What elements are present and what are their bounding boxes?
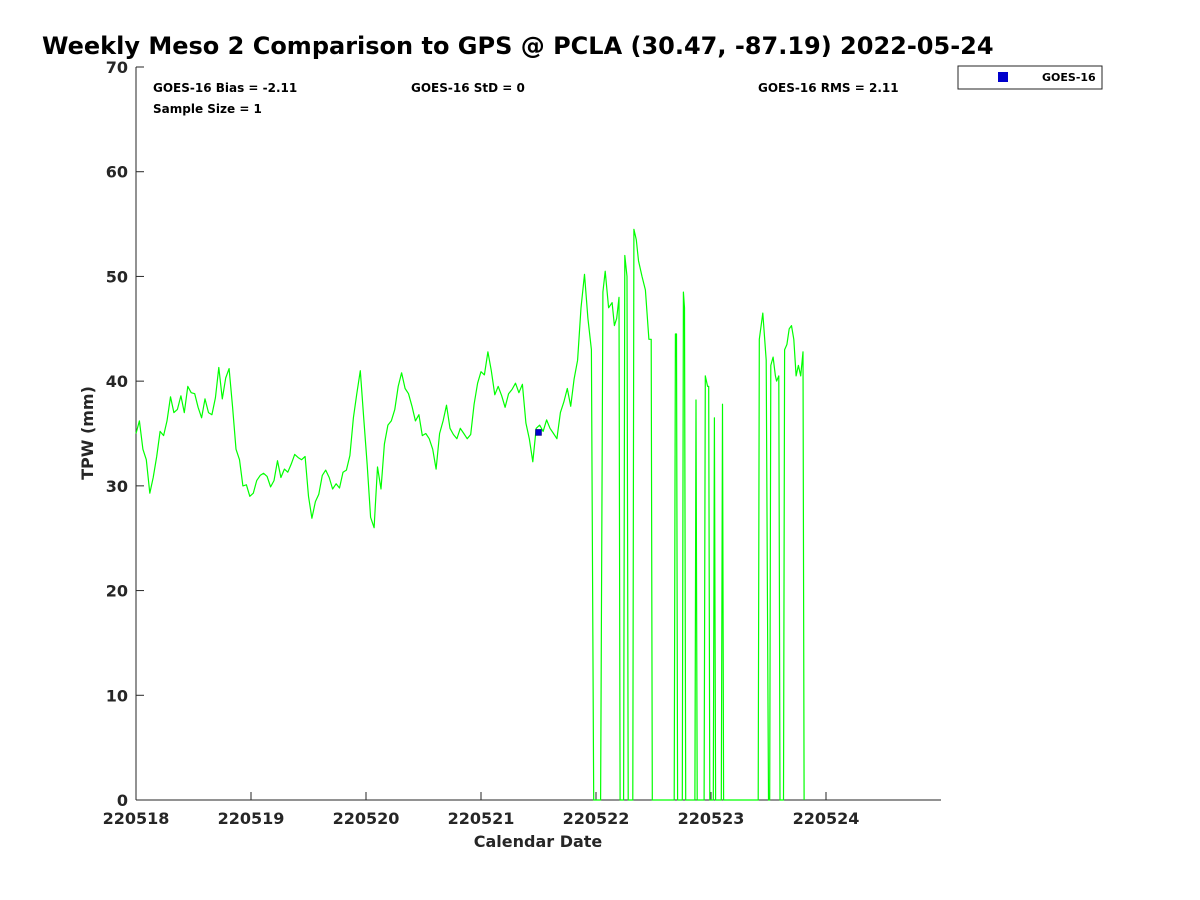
data-point-goes16	[535, 429, 542, 436]
series-layer	[135, 228, 805, 801]
stat-sample-size: Sample Size = 1	[153, 102, 262, 116]
x-tick-label: 220523	[678, 809, 745, 828]
stat-bias: GOES-16 Bias = -2.11	[153, 81, 297, 95]
y-tick-label: 30	[106, 477, 128, 496]
y-tick-label: 50	[106, 267, 128, 286]
y-tick-label: 20	[106, 582, 128, 601]
x-axis-label: Calendar Date	[474, 832, 603, 851]
y-tick-label: 60	[106, 163, 128, 182]
legend-label-goes16: GOES-16	[1042, 71, 1096, 84]
x-ticks: 220518 220519 220520 220521 220522 220523 2205…	[103, 792, 860, 828]
y-ticks: 0 10 20 30 40 50 60 70	[106, 58, 144, 810]
y-tick-label: 0	[117, 791, 128, 810]
x-tick-label: 220522	[563, 809, 630, 828]
legend-marker-goes16	[998, 72, 1008, 82]
plot-area: 0 10 20 30 40 50 60 70 220518 220519 220520 220521…	[103, 58, 941, 828]
y-tick-label: 70	[106, 58, 128, 77]
x-tick-label: 220518	[103, 809, 170, 828]
y-axis-label: TPW (mm)	[78, 386, 97, 480]
x-tick-label: 220520	[333, 809, 400, 828]
stat-rms: GOES-16 RMS = 2.11	[758, 81, 899, 95]
chart-title: Weekly Meso 2 Comparison to GPS @ PCLA (…	[42, 32, 994, 60]
legend-box	[957, 65, 1103, 90]
x-tick-label: 220521	[448, 809, 515, 828]
x-tick-label: 220519	[218, 809, 285, 828]
y-tick-label: 40	[106, 372, 128, 391]
x-tick-label: 220524	[793, 809, 860, 828]
series-line-gps	[135, 228, 805, 801]
y-tick-label: 10	[106, 686, 128, 705]
legend: GOES-16	[957, 65, 1103, 90]
stat-std: GOES-16 StD = 0	[411, 81, 525, 95]
